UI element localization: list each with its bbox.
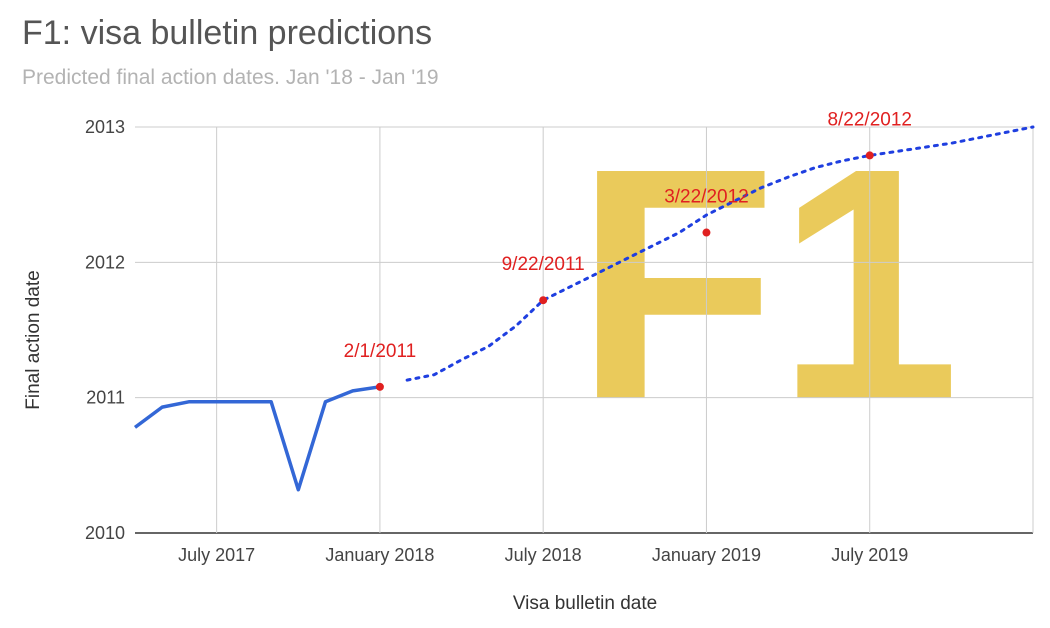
annotation-label: 3/22/2012 <box>664 187 749 208</box>
annotation-label: 9/22/2011 <box>502 254 585 275</box>
x-tick-label: January 2019 <box>652 545 761 565</box>
annotation-label: 8/22/2012 <box>827 109 912 130</box>
annotation-marker <box>702 228 711 237</box>
x-tick-label: July 2017 <box>178 545 255 565</box>
annotation-label: 2/1/2011 <box>344 341 417 362</box>
y-tick-label: 2013 <box>85 117 125 137</box>
annotation-marker <box>539 296 548 305</box>
y-tick-label: 2010 <box>85 523 125 543</box>
predicted-series-line <box>405 125 1035 382</box>
annotation-marker <box>375 382 384 391</box>
annotation-marker <box>865 151 874 160</box>
x-tick-label: January 2018 <box>325 545 434 565</box>
y-tick-label: 2012 <box>85 252 125 272</box>
x-tick-label: July 2018 <box>505 545 582 565</box>
x-axis-label: Visa bulletin date <box>512 593 658 614</box>
chart-title: F1: visa bulletin predictions <box>22 14 433 52</box>
actual-series-line <box>133 385 381 492</box>
y-tick-label: 2011 <box>86 388 125 408</box>
chart-subtitle: Predicted final action dates. Jan '18 - … <box>22 66 439 89</box>
f1-watermark: F1 <box>575 99 960 468</box>
x-tick-label: July 2019 <box>831 545 908 565</box>
